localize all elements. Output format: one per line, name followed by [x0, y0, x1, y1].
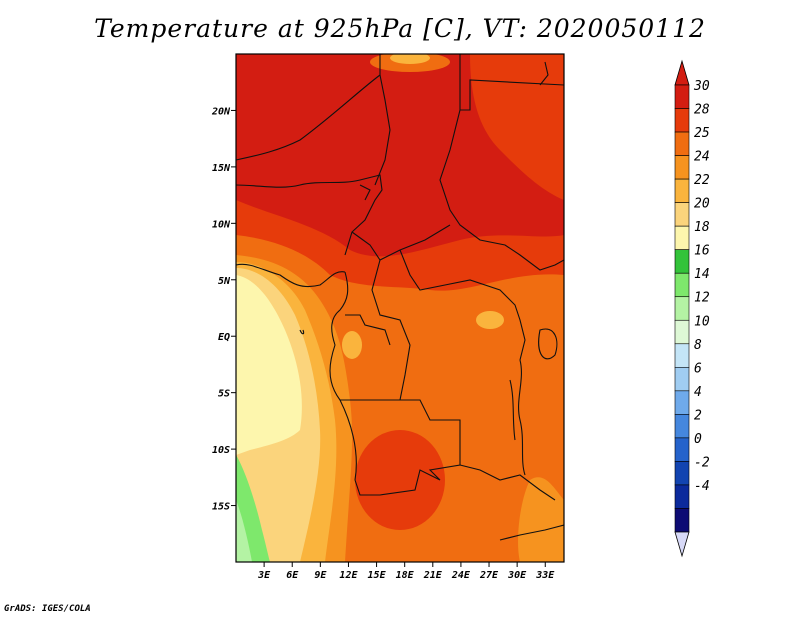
lon-tick-label: 24E [451, 570, 471, 581]
colorbar-label: 6 [694, 361, 702, 376]
lon-tick-label: 9E [314, 570, 327, 581]
lon-tick-label: 6E [286, 570, 299, 581]
colorbar-swatch [674, 225, 690, 250]
colorbar-label: 10 [694, 314, 710, 329]
lon-tick-label: 3E [257, 570, 271, 581]
colorbar-swatch [674, 390, 690, 415]
colorbar-swatch [674, 202, 690, 227]
lon-tick-label: 12E [339, 570, 358, 581]
lat-tick-label: EQ [218, 332, 230, 343]
colorbar-swatch [674, 178, 690, 203]
lon-tick-label: 18E [396, 570, 415, 581]
map-frame [235, 53, 565, 563]
lon-tick-label: 27E [479, 570, 499, 581]
colorbar-label: 8 [694, 338, 702, 353]
colorbar-label: 4 [694, 385, 702, 400]
colorbar-swatch [674, 367, 690, 392]
lat-tick-label: 10N [212, 219, 231, 230]
field-14 [236, 500, 252, 562]
field-pocket-east [476, 311, 504, 329]
colorbar-swatch [674, 414, 690, 439]
field-18 [236, 275, 302, 455]
field-pocket-center [342, 331, 362, 359]
colorbar-label: 16 [694, 244, 710, 259]
lon-tick-label: 15E [368, 570, 387, 581]
colorbar-label: 14 [694, 267, 710, 282]
lon-tick-label: 21E [423, 570, 443, 581]
colorbar-swatch [674, 249, 690, 274]
colorbar-swatch [674, 437, 690, 462]
lat-tick-label: 10S [212, 445, 230, 456]
colorbar-label: 20 [694, 197, 710, 212]
colorbar-swatch [674, 508, 690, 533]
field-pocket-south [355, 430, 445, 530]
colorbar-label: 22 [694, 173, 710, 188]
colorbar-swatch [674, 272, 690, 298]
country-borders [236, 54, 564, 541]
lat-tick-label: 20N [211, 106, 231, 117]
field-pocket-north2 [390, 54, 430, 64]
temperature-field [236, 54, 564, 562]
lon-tick-label: 30E [507, 570, 527, 581]
chart-title: Temperature at 925hPa [C], VT: 202005011… [94, 14, 706, 43]
colorbar-label: 2 [694, 408, 702, 423]
colorbar-top-arrow [674, 59, 690, 86]
footer-credit: GrADS: IGES/COLA [4, 604, 91, 614]
colorbar-swatch [674, 84, 690, 109]
lat-tick-label: 5S [218, 389, 230, 400]
colorbar-swatch [674, 461, 690, 486]
colorbar-swatch [674, 155, 690, 180]
colorbar-label: 24 [694, 150, 710, 165]
lat-tick-label: 5N [218, 276, 231, 287]
colorbar-label: -4 [694, 479, 710, 494]
colorbar-swatch [674, 108, 690, 133]
longitude-axis: 3E 6E 9E 12E 15E 18E 21E 24E 27E 30E 33E [257, 562, 555, 581]
colorbar-label: 25 [694, 126, 710, 141]
colorbar-swatch [674, 319, 690, 345]
colorbar-label: 0 [694, 432, 702, 447]
latitude-axis: 20N 15N 10N 5N EQ 5S 10S 15S [211, 106, 236, 513]
colorbar-swatch [674, 131, 690, 156]
colorbar-label: 30 [693, 79, 710, 94]
colorbar-swatch [674, 343, 690, 368]
colorbar-swatch [674, 296, 690, 321]
colorbar-label: 18 [694, 220, 710, 235]
lat-tick-label: 15S [212, 502, 230, 513]
colorbar-label: -2 [694, 455, 710, 470]
colorbar-bottom-arrow [674, 531, 690, 558]
colorbar-swatch [674, 484, 690, 509]
lat-tick-label: 15N [212, 163, 231, 174]
colorbar-label: 28 [694, 103, 710, 118]
field-28-ne [470, 54, 564, 200]
lon-tick-label: 33E [535, 570, 555, 581]
colorbar-label: 12 [694, 291, 710, 306]
